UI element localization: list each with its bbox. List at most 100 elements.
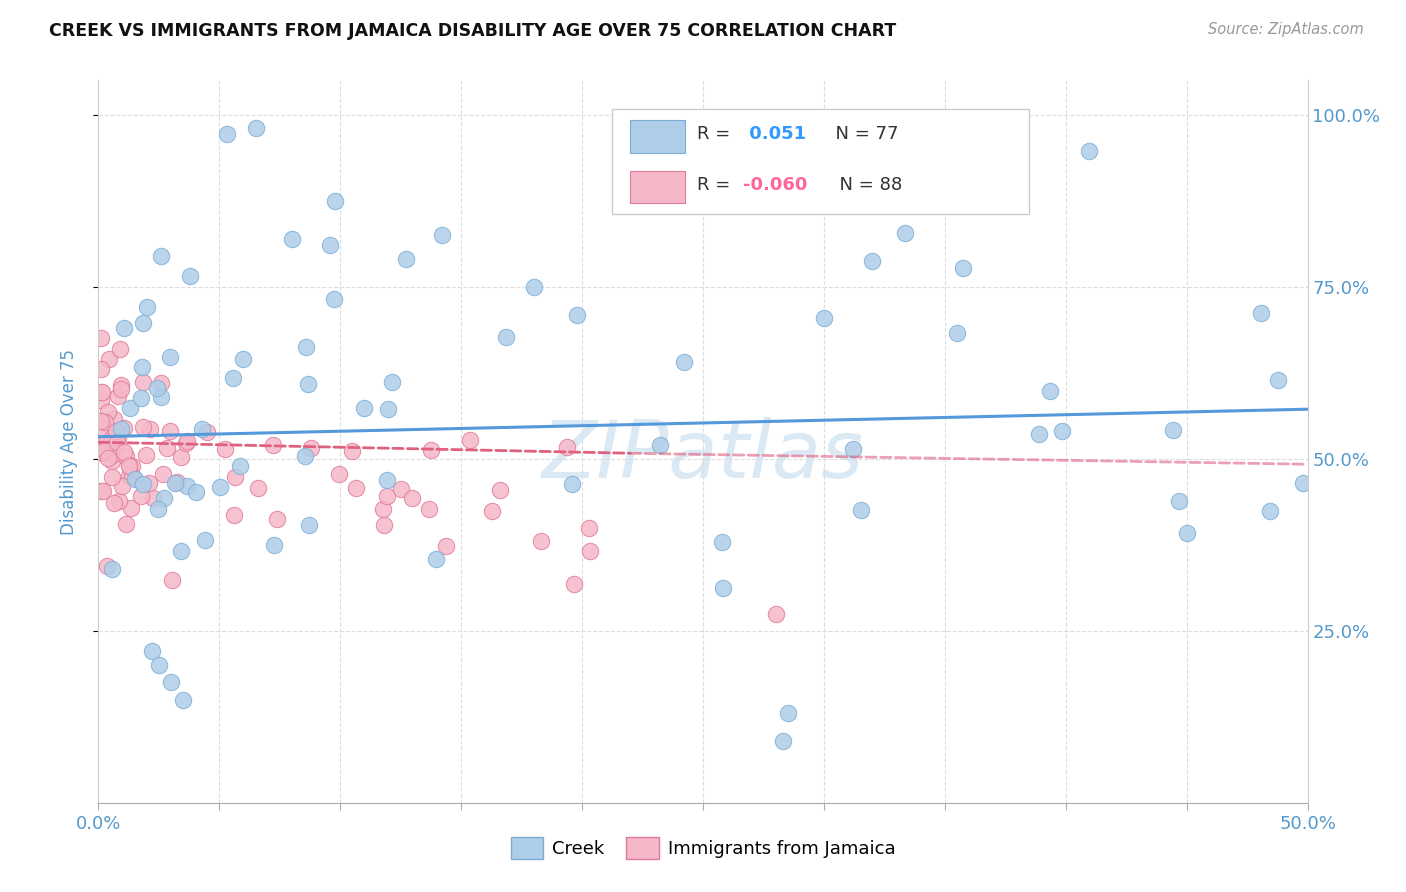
Point [247, 481, 270, 495]
Point [765, 607, 787, 621]
Point [160, 675, 183, 690]
Point [141, 644, 163, 658]
Point [297, 376, 319, 391]
Point [159, 425, 181, 439]
Point [110, 377, 132, 392]
Point [100, 434, 122, 449]
Point [131, 360, 153, 375]
Point [149, 376, 172, 391]
Point [849, 503, 872, 517]
Point [481, 504, 503, 518]
Point [132, 419, 155, 434]
Point [208, 480, 231, 494]
Point [325, 194, 347, 208]
Point [1078, 145, 1101, 159]
Point [215, 127, 238, 141]
Point [150, 249, 173, 263]
Point [191, 423, 214, 437]
Point [132, 316, 155, 330]
Point [952, 261, 974, 276]
Point [114, 449, 136, 463]
Y-axis label: Disability Age Over 75: Disability Age Over 75 [59, 349, 77, 534]
Point [1292, 475, 1315, 490]
Point [229, 458, 252, 473]
Point [111, 479, 134, 493]
Point [946, 326, 969, 340]
Point [394, 252, 416, 267]
Point [129, 489, 152, 503]
Point [110, 382, 132, 396]
Point [90, 331, 112, 345]
Point [112, 320, 135, 334]
Point [1050, 424, 1073, 438]
Point [139, 422, 162, 436]
Point [389, 482, 412, 496]
Point [112, 445, 135, 459]
Point [266, 512, 288, 526]
Point [118, 458, 141, 473]
Point [375, 489, 398, 503]
Point [166, 475, 188, 490]
Point [813, 310, 835, 325]
Point [894, 226, 917, 240]
Point [120, 501, 142, 516]
Point [112, 420, 135, 434]
Point [842, 442, 865, 457]
Point [90, 362, 112, 376]
Point [159, 350, 181, 364]
Point [150, 391, 173, 405]
Point [297, 518, 319, 533]
Point [129, 391, 152, 405]
Point [578, 520, 600, 534]
Text: 0.051: 0.051 [742, 126, 806, 144]
Point [340, 444, 363, 458]
Point [115, 516, 138, 531]
Point [124, 472, 146, 486]
Point [101, 562, 124, 576]
Point [90, 445, 112, 459]
Text: N = 88: N = 88 [828, 176, 901, 194]
Point [458, 433, 481, 447]
Point [118, 401, 141, 415]
Point [100, 431, 122, 445]
Bar [630, 120, 685, 153]
Point [118, 469, 141, 483]
Text: CREEK VS IMMIGRANTS FROM JAMAICA DISABILITY AGE OVER 75 CORRELATION CHART: CREEK VS IMMIGRANTS FROM JAMAICA DISABIL… [49, 22, 897, 40]
Point [650, 438, 672, 452]
Point [165, 475, 187, 490]
Point [93, 484, 115, 499]
Point [169, 543, 191, 558]
Point [96, 559, 118, 574]
Text: -0.060: -0.060 [742, 176, 807, 194]
Point [103, 412, 125, 426]
Point [96, 435, 118, 450]
Point [176, 434, 198, 449]
Point [97, 351, 120, 366]
Point [195, 425, 218, 439]
Point [107, 431, 129, 445]
Point [91, 385, 114, 400]
Point [1028, 427, 1050, 442]
Text: ZIPatlas: ZIPatlas [541, 417, 865, 495]
Point [93, 443, 115, 458]
Point [142, 491, 165, 505]
Point [489, 483, 512, 498]
Point [90, 483, 112, 498]
Point [299, 441, 322, 455]
Point [221, 371, 243, 385]
Point [1163, 423, 1185, 437]
Point [107, 493, 129, 508]
Point [121, 459, 143, 474]
Point [555, 440, 578, 454]
Point [523, 279, 546, 293]
Point [138, 475, 160, 490]
Point [103, 447, 125, 461]
Text: R =: R = [697, 126, 735, 144]
Point [110, 422, 132, 436]
Point [561, 476, 583, 491]
Point [294, 340, 316, 354]
Point [103, 496, 125, 510]
Point [530, 533, 553, 548]
Point [107, 389, 129, 403]
Point [711, 581, 734, 595]
